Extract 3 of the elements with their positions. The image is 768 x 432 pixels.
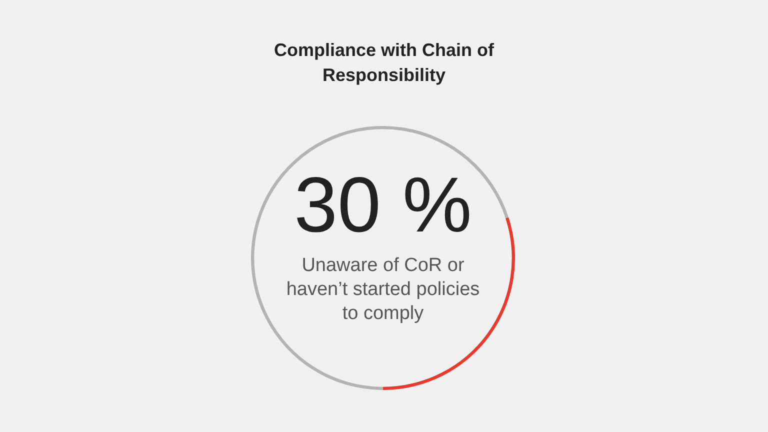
slice-label: Unaware of CoR or haven’t started policies to comply	[286, 255, 480, 324]
data-label: 30 %	[294, 160, 472, 249]
chart-title: Compliance with Chain of Responsibility	[272, 39, 495, 87]
